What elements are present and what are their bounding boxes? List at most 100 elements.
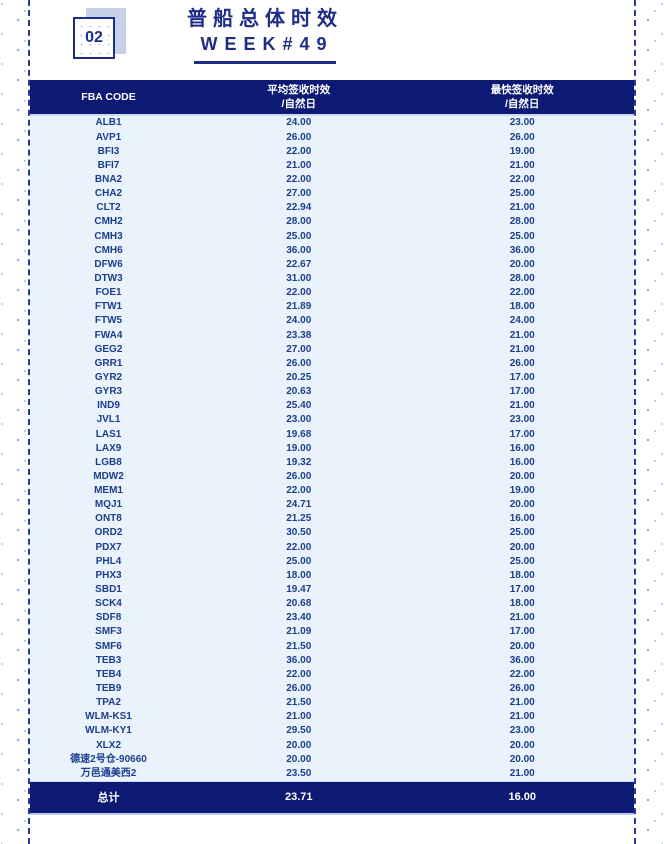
col-header-fastest-time: 最快签收时效 /自然日 [411,83,634,111]
fastest-time-cell: 21.00 [509,711,535,723]
avg-time-cell: 25.00 [286,230,312,242]
table-row: BFI3 22.00 19.00 [30,145,634,159]
table-row: MDW2 26.00 20.00 [30,470,634,484]
avg-time-cell: 21.00 [286,711,312,723]
avg-time-cell: 19.47 [286,584,312,596]
fba-code-cell: TEB9 [95,683,122,695]
fastest-time-cell: 22.00 [509,173,535,185]
fba-code-cell: DTW3 [94,272,123,284]
fba-code-cell: MQJ1 [94,499,123,511]
fba-code-cell: BFI3 [97,145,120,157]
fba-code-cell: ALB1 [95,117,122,129]
table-row: SCK4 20.68 18.00 [30,597,634,611]
fba-code-cell: TEB4 [95,668,122,680]
fastest-time-cell: 20.00 [509,499,535,511]
fastest-time-cell: 25.00 [509,555,535,567]
week-subtitle: WEEK#49 [194,34,336,64]
table-row: FWA4 23.38 21.00 [30,328,634,342]
table-row: FTW1 21.89 18.00 [30,300,634,314]
table-row: JVL1 23.00 23.00 [30,413,634,427]
fba-code-cell: CMH2 [94,216,123,228]
fastest-time-cell: 16.00 [509,442,535,454]
fba-code-cell: AVP1 [95,131,122,143]
fba-code-cell: WLM-KS1 [85,711,132,723]
title-block: 普船总体时效 WEEK#49 [164,7,366,64]
table-row: LAS1 19.68 17.00 [30,427,634,441]
fastest-time-cell: 20.00 [509,753,535,765]
fastest-time-cell: 21.00 [509,329,535,341]
avg-time-cell: 20.68 [286,598,312,610]
col-header-fastest-time-label: 最快签收时效 [490,84,554,96]
table-row: MEM1 22.00 19.00 [30,484,634,498]
avg-time-cell: 27.00 [286,188,312,200]
fastest-time-cell: 20.00 [509,739,535,751]
avg-time-cell: 21.89 [286,301,312,313]
fba-code-cell: LAS1 [95,428,122,440]
avg-time-cell: 22.00 [286,541,312,553]
table-row: TPA2 21.50 21.00 [30,696,634,710]
shipping-times-table: FBA CODE 平均签收时效 /自然日 最快签收时效 /自然日 ALB1 24.… [30,80,634,815]
avg-time-cell: 23.00 [286,414,312,426]
table-row: SDF8 23.40 21.00 [30,611,634,625]
fba-code-cell: CMH6 [94,244,123,256]
fba-code-cell: JVL1 [96,414,121,426]
table-row: FOE1 22.00 22.00 [30,286,634,300]
fba-code-cell: PHX3 [95,569,122,581]
fastest-time-cell: 21.00 [509,697,535,709]
avg-time-cell: 24.00 [286,117,312,129]
table-row: BFI7 21.00 21.00 [30,159,634,173]
fba-code-cell: BFI7 [97,159,120,171]
col-header-fba-code-label: FBA CODE [81,91,136,104]
table-row: CMH3 25.00 25.00 [30,229,634,243]
avg-time-cell: 25.00 [286,555,312,567]
table-row: FTW5 24.00 24.00 [30,314,634,328]
avg-time-cell: 22.94 [286,202,312,214]
table-row: CMH2 28.00 28.00 [30,215,634,229]
section-badge: 02 [73,8,129,62]
fastest-time-cell: 20.00 [509,640,535,652]
fastest-time-cell: 16.00 [509,456,535,468]
fastest-time-cell: 18.00 [509,598,535,610]
avg-time-cell: 30.50 [286,527,312,539]
table-row: SMF3 21.09 17.00 [30,625,634,639]
fastest-time-cell: 21.00 [509,202,535,214]
fastest-time-cell: 20.00 [509,541,535,553]
fastest-time-cell: 20.00 [509,470,535,482]
avg-time-cell: 20.00 [286,753,312,765]
table-row: AVP1 26.00 26.00 [30,130,634,144]
avg-time-cell: 25.40 [286,400,312,412]
fba-code-cell: XLX2 [96,739,122,751]
fastest-time-cell: 25.00 [509,188,535,200]
fba-code-cell: SCK4 [95,598,122,610]
col-header-avg-time-unit: /自然日 [281,98,316,111]
fastest-time-cell: 21.00 [509,159,535,171]
table-row: LGB8 19.32 16.00 [30,456,634,470]
table-row: LAX9 19.00 16.00 [30,442,634,456]
table-row: GEG2 27.00 21.00 [30,343,634,357]
table-row: WLM-KS1 21.00 21.00 [30,710,634,724]
avg-time-cell: 21.00 [286,159,312,171]
table-row: CMH6 36.00 36.00 [30,244,634,258]
fba-code-cell: GYR2 [94,371,123,383]
avg-time-cell: 22.00 [286,145,312,157]
table-row: CLT2 22.94 21.00 [30,201,634,215]
avg-time-cell: 28.00 [286,216,312,228]
fba-code-cell: MDW2 [93,470,124,482]
table-row: TEB9 26.00 26.00 [30,682,634,696]
avg-time-cell: 26.00 [286,357,312,369]
fastest-time-cell: 28.00 [509,272,535,284]
avg-time-cell: 36.00 [286,654,312,666]
avg-time-cell: 31.00 [286,272,312,284]
table-row: DTW3 31.00 28.00 [30,272,634,286]
table-row: ALB1 24.00 23.00 [30,116,634,130]
fastest-time-cell: 25.00 [509,527,535,539]
page-title: 普船总体时效 [187,8,343,30]
avg-time-cell: 22.00 [286,173,312,185]
fba-code-cell: SDF8 [95,612,122,624]
table-row: 万邑通美西2 23.50 21.00 [30,767,634,781]
fba-code-cell: CMH3 [94,230,123,242]
avg-time-cell: 29.50 [286,725,312,737]
avg-time-cell: 19.68 [286,428,312,440]
table-row: CHA2 27.00 25.00 [30,187,634,201]
fastest-time-cell: 18.00 [509,569,535,581]
